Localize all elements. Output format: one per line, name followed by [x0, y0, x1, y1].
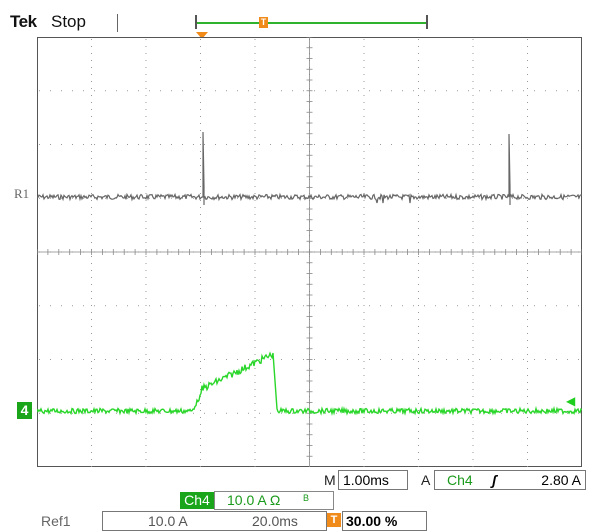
ch4-ground-marker: 4	[17, 402, 32, 419]
record-position-bar	[197, 22, 427, 24]
trigger-readout[interactable]: Ch4 ʃ 2.80 A	[434, 470, 586, 490]
record-trigger-marker-icon: T	[259, 17, 268, 28]
ch4-trace	[37, 351, 582, 417]
trigger-position-readout[interactable]: 30.00 %	[342, 511, 427, 531]
record-bracket-left	[195, 15, 197, 29]
brand-logo: Tek	[10, 12, 37, 31]
status-divider	[117, 14, 118, 32]
timebase-readout[interactable]: 1.00ms	[338, 470, 408, 490]
ref1-time: 20.0ms	[252, 513, 298, 529]
horizontal-label: M	[324, 472, 336, 488]
trigger-source-label: A	[421, 472, 431, 488]
graticule-grid	[37, 37, 582, 467]
ref1-scale: 10.0 A	[148, 513, 188, 529]
trigger-level-arrow-icon: ◀	[566, 394, 576, 408]
bandwidth-limit-icon: B	[303, 493, 310, 503]
trigger-position-icon: T	[327, 513, 341, 527]
ref1-readout[interactable]: 10.0 A 20.0ms	[102, 511, 327, 531]
ch4-scale: 10.0 A Ω	[227, 492, 281, 508]
acquisition-status: Stop	[51, 12, 86, 31]
trigger-channel: Ch4	[447, 472, 473, 488]
ref1-trace	[37, 131, 582, 205]
ch4-scale-readout[interactable]: 10.0 A Ω B	[214, 491, 334, 510]
ref1-label: Ref1	[41, 513, 71, 529]
scope-screen	[37, 37, 582, 467]
rising-edge-icon: ʃ	[492, 472, 497, 488]
record-bracket-right	[426, 15, 428, 29]
ch4-tag[interactable]: Ch4	[180, 492, 214, 509]
ref1-trace-label: R1	[14, 186, 30, 201]
trigger-arrow-icon	[196, 32, 208, 39]
trigger-level: 2.80 A	[541, 472, 581, 488]
